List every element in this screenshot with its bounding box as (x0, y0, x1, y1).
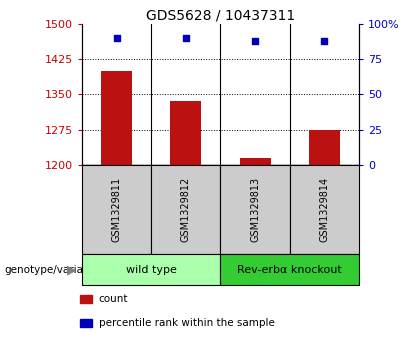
Title: GDS5628 / 10437311: GDS5628 / 10437311 (146, 8, 295, 23)
Point (321, 38, 328, 44)
Text: Rev-erbα knockout: Rev-erbα knockout (237, 265, 342, 274)
Bar (170, 101, 202, 165)
Text: count: count (99, 294, 128, 305)
Bar (309, 130, 340, 165)
Point (182, 35, 189, 41)
Text: percentile rank within the sample: percentile rank within the sample (99, 318, 275, 328)
Bar (239, 158, 271, 165)
Text: GSM1329811: GSM1329811 (112, 177, 121, 242)
Bar (101, 71, 132, 165)
Text: genotype/variation: genotype/variation (4, 265, 103, 274)
Text: wild type: wild type (126, 265, 177, 274)
Text: GSM1329813: GSM1329813 (250, 177, 260, 242)
Text: ▶: ▶ (67, 263, 76, 276)
Point (113, 35, 120, 41)
Point (252, 38, 259, 44)
Text: GSM1329814: GSM1329814 (320, 177, 329, 242)
Text: GSM1329812: GSM1329812 (181, 177, 191, 242)
